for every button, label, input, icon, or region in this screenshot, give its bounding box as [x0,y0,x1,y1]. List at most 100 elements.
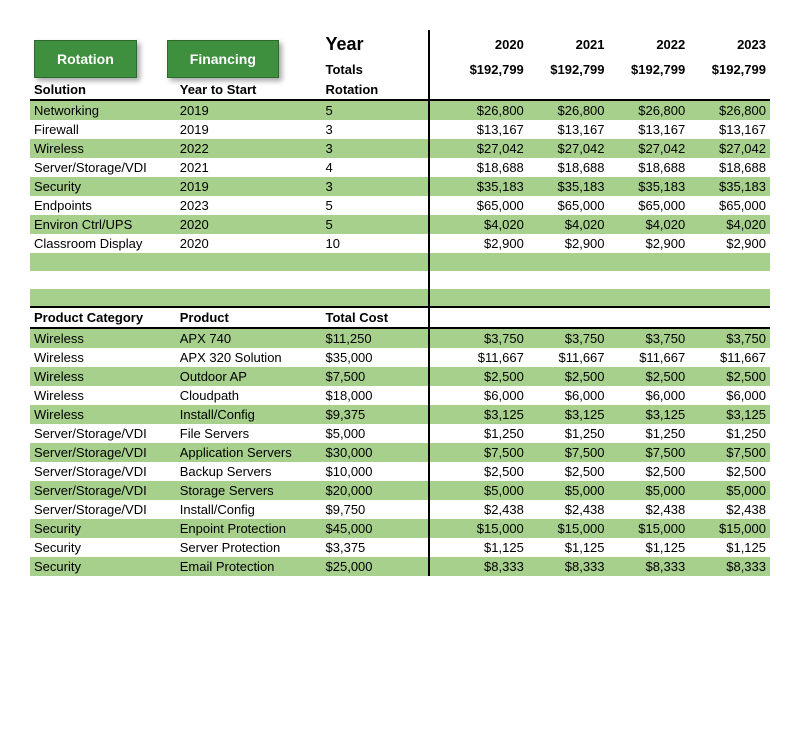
solutions-header-0: Solution [30,80,176,100]
divider-cell [429,215,447,234]
solutions-cell: 2019 [176,100,322,120]
solutions-cell: 2020 [176,234,322,253]
products-header-row: Product Category Product Total Cost [30,307,770,328]
products-year-cell: $11,667 [609,348,690,367]
table-row: Classroom Display202010$2,900$2,900$2,90… [30,234,770,253]
solutions-cell: 2023 [176,196,322,215]
table-row: SecurityEnpoint Protection$45,000$15,000… [30,519,770,538]
products-year-cell: $2,500 [528,462,609,481]
solutions-year-cell: $2,900 [528,234,609,253]
products-cell: Wireless [30,367,176,386]
solutions-year-cell: $65,000 [609,196,690,215]
table-row: Firewall20193$13,167$13,167$13,167$13,16… [30,120,770,139]
solutions-year-cell: $18,688 [447,158,528,177]
products-year-cell: $2,438 [528,500,609,519]
products-year-cell: $5,000 [609,481,690,500]
total-0: $192,799 [470,62,524,77]
products-year-cell: $11,667 [528,348,609,367]
solutions-cell: 2019 [176,177,322,196]
products-cell: File Servers [176,424,322,443]
solutions-year-cell: $2,900 [447,234,528,253]
divider-cell [429,462,447,481]
solutions-year-cell: $65,000 [689,196,770,215]
solutions-year-cell: $35,183 [689,177,770,196]
products-year-cell: $2,438 [447,500,528,519]
products-year-cell: $5,000 [528,481,609,500]
products-year-cell: $6,000 [528,386,609,405]
solutions-cell: Endpoints [30,196,176,215]
solutions-cell: 4 [322,158,430,177]
products-year-cell: $3,750 [447,328,528,348]
divider-cell [429,424,447,443]
products-cell: Security [30,557,176,576]
table-row: Environ Ctrl/UPS20205$4,020$4,020$4,020$… [30,215,770,234]
products-year-cell: $2,500 [609,367,690,386]
divider-cell [429,234,447,253]
products-header-1: Product [176,307,322,328]
products-year-cell: $3,750 [609,328,690,348]
products-cell: $3,375 [322,538,430,557]
divider-cell [429,481,447,500]
divider-cell [429,538,447,557]
table-row: Wireless20223$27,042$27,042$27,042$27,04… [30,139,770,158]
products-year-cell: $2,500 [447,367,528,386]
products-year-cell: $3,750 [689,328,770,348]
products-year-cell: $1,250 [447,424,528,443]
products-cell: $45,000 [322,519,430,538]
products-year-cell: $3,125 [447,405,528,424]
solutions-year-cell: $27,042 [528,139,609,158]
solutions-year-cell: $26,800 [689,100,770,120]
products-cell: Server/Storage/VDI [30,443,176,462]
products-cell: $30,000 [322,443,430,462]
products-year-cell: $1,125 [609,538,690,557]
products-body: WirelessAPX 740$11,250$3,750$3,750$3,750… [30,328,770,576]
year-col-3: 2023 [737,37,766,52]
products-year-cell: $11,667 [447,348,528,367]
financing-button[interactable]: Financing [167,40,279,78]
table-row: WirelessInstall/Config$9,375$3,125$3,125… [30,405,770,424]
products-year-cell: $8,333 [689,557,770,576]
table-row: SecurityServer Protection$3,375$1,125$1,… [30,538,770,557]
products-cell: Server/Storage/VDI [30,481,176,500]
solutions-year-cell: $13,167 [447,120,528,139]
products-cell: Email Protection [176,557,322,576]
products-cell: APX 320 Solution [176,348,322,367]
solutions-cell: Networking [30,100,176,120]
products-year-cell: $3,125 [528,405,609,424]
table-row: Server/Storage/VDIStorage Servers$20,000… [30,481,770,500]
products-year-cell: $1,125 [528,538,609,557]
products-year-cell: $8,333 [447,557,528,576]
products-year-cell: $8,333 [528,557,609,576]
products-cell: Server/Storage/VDI [30,424,176,443]
solutions-year-cell: $18,688 [609,158,690,177]
products-year-cell: $1,250 [609,424,690,443]
products-cell: Server/Storage/VDI [30,462,176,481]
solutions-header-1: Year to Start [176,80,322,100]
total-3: $192,799 [712,62,766,77]
products-year-cell: $1,125 [447,538,528,557]
solutions-year-cell: $27,042 [447,139,528,158]
gap [30,253,770,307]
products-cell: Install/Config [176,500,322,519]
products-year-cell: $2,500 [689,462,770,481]
table-row: WirelessAPX 320 Solution$35,000$11,667$1… [30,348,770,367]
products-cell: $11,250 [322,328,430,348]
solutions-cell: 2022 [176,139,322,158]
rotation-button[interactable]: Rotation [34,40,137,78]
solutions-year-cell: $18,688 [528,158,609,177]
total-2: $192,799 [631,62,685,77]
solutions-body: Networking20195$26,800$26,800$26,800$26,… [30,100,770,253]
divider-cell [429,100,447,120]
products-cell: $5,000 [322,424,430,443]
products-cell: $10,000 [322,462,430,481]
products-year-cell: $1,250 [689,424,770,443]
products-year-cell: $7,500 [609,443,690,462]
table-row: Server/Storage/VDIApplication Servers$30… [30,443,770,462]
solutions-year-cell: $2,900 [609,234,690,253]
solutions-year-cell: $35,183 [609,177,690,196]
products-year-cell: $6,000 [447,386,528,405]
solutions-cell: Firewall [30,120,176,139]
products-year-cell: $2,500 [528,367,609,386]
products-cell: $9,375 [322,405,430,424]
products-cell: $20,000 [322,481,430,500]
